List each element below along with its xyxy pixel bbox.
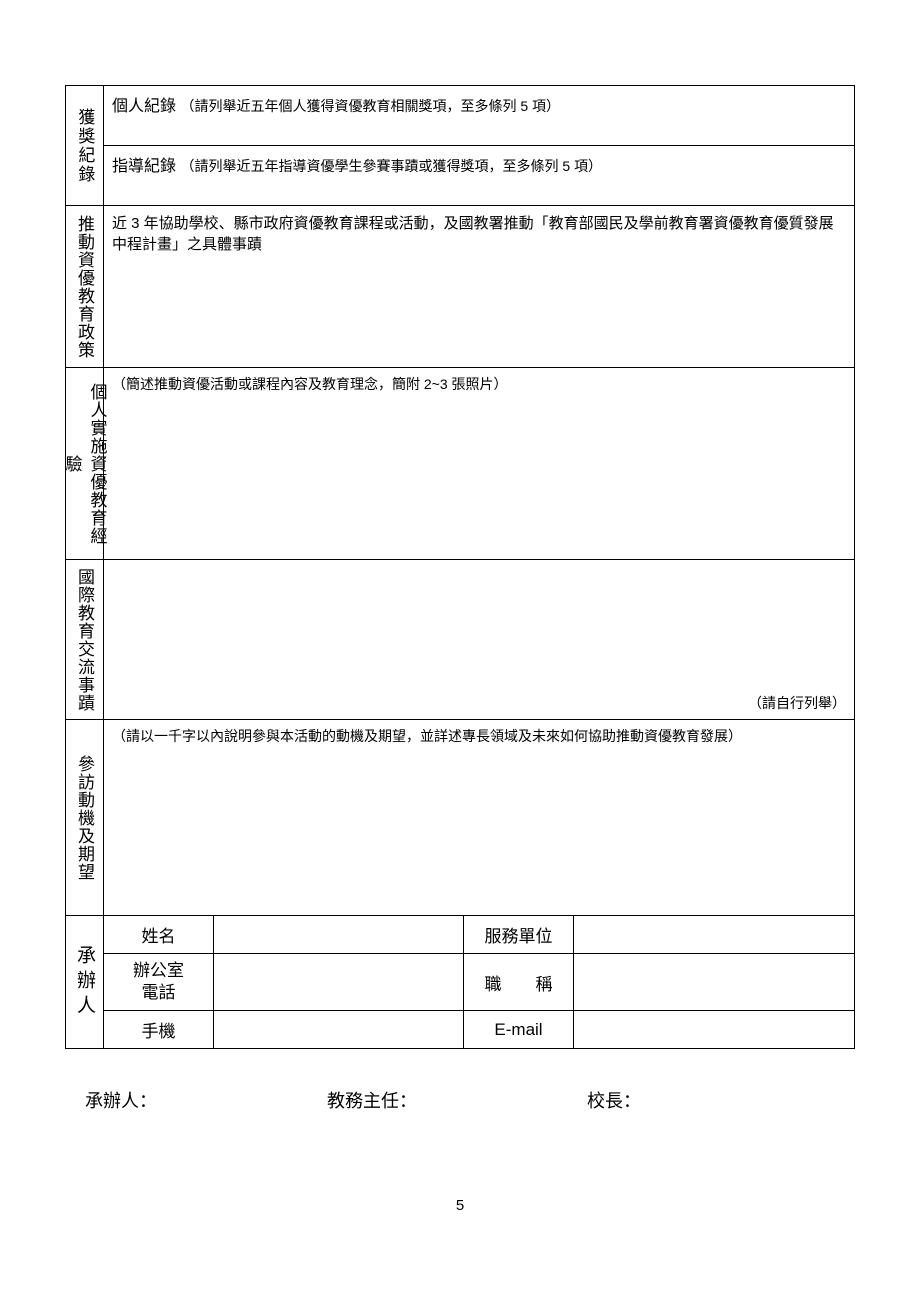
contact-unit-label: 服務單位 [464,916,574,954]
row-label-motivation: 參訪動機及期望 [66,720,104,916]
signature-row: 承辦人： 教務主任： 校長： [65,1087,855,1113]
experience-hint: （簡述推動資優活動或課程內容及教育理念，簡附 2~3 張照片） [112,376,508,392]
awards-guidance-hint: （請列舉近五年指導資優學生參賽事蹟或獲得獎項，至多條列 5 項） [180,158,602,174]
awards-personal-cell: 個人紀錄 （請列舉近五年個人獲得資優教育相關獎項，至多條列 5 項） [104,86,855,146]
contact-mobile-value [214,1011,464,1049]
awards-guidance-cell: 指導紀錄 （請列舉近五年指導資優學生參賽事蹟或獲得獎項，至多條列 5 項） [104,146,855,206]
contact-title-label: 職 稱 [464,954,574,1011]
motivation-hint: （請以一千字以內說明參與本活動的動機及期望，並詳述專長領域及未來如何協助推動資優… [112,728,742,744]
application-form-table: 獲獎紀錄 個人紀錄 （請列舉近五年個人獲得資優教育相關獎項，至多條列 5 項） … [65,85,855,1049]
signature-handler: 承辦人： [85,1087,157,1113]
signature-director: 教務主任： [327,1087,417,1113]
page-number: 5 [456,1197,464,1214]
awards-personal-hint: （請列舉近五年個人獲得資優教育相關獎項，至多條列 5 項） [180,98,560,114]
row-label-policy: 推動資優教育政策 [66,206,104,368]
international-hint: （請自行列舉） [748,695,846,711]
row-label-experience: 個人實施資優教育經驗 [66,368,104,560]
contact-unit-value [574,916,855,954]
awards-personal-title: 個人紀錄 [112,98,176,115]
row-label-contact: 承辦人 [66,916,104,1049]
contact-name-label: 姓名 [104,916,214,954]
contact-office-phone-label: 辦公室 電話 [104,954,214,1011]
contact-name-value [214,916,464,954]
policy-content-text: 近 3 年協助學校、縣市政府資優教育課程或活動，及國教署推動「教育部國民及學前教… [112,215,834,253]
motivation-cell: （請以一千字以內說明參與本活動的動機及期望，並詳述專長領域及未來如何協助推動資優… [104,720,855,916]
international-cell: （請自行列舉） [104,560,855,720]
contact-title-value [574,954,855,1011]
row-label-awards: 獲獎紀錄 [66,86,104,206]
contact-office-phone-value [214,954,464,1011]
experience-cell: （簡述推動資優活動或課程內容及教育理念，簡附 2~3 張照片） [104,368,855,560]
contact-mobile-label: 手機 [104,1011,214,1049]
policy-content-cell: 近 3 年協助學校、縣市政府資優教育課程或活動，及國教署推動「教育部國民及學前教… [104,206,855,368]
signature-principal: 校長： [587,1087,641,1113]
contact-email-label: E-mail [464,1011,574,1049]
row-label-international: 國際教育交流事蹟 [66,560,104,720]
awards-guidance-title: 指導紀錄 [112,158,176,175]
contact-email-value [574,1011,855,1049]
